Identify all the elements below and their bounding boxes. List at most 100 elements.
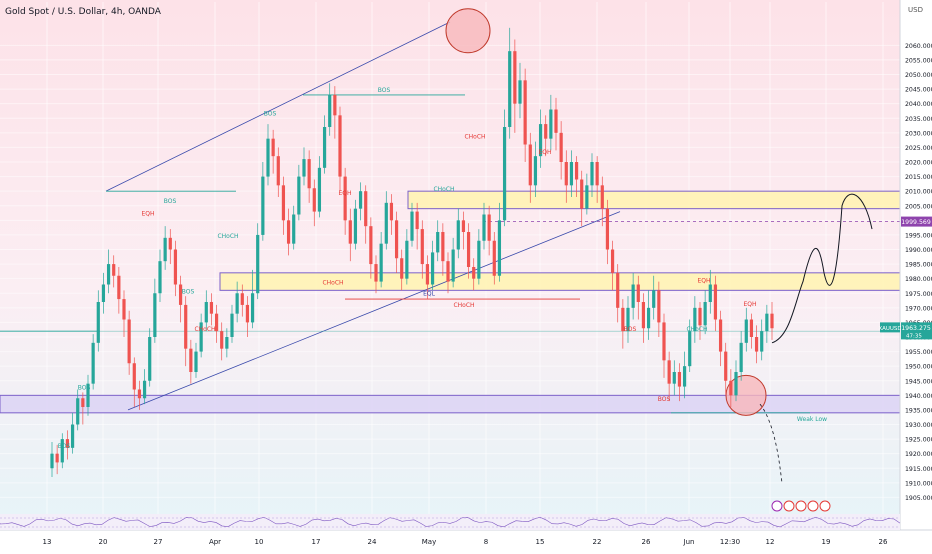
bos-label-top: BOS [378, 87, 391, 94]
candle-body [770, 313, 774, 329]
candle-body [137, 389, 142, 399]
candle-body [718, 319, 723, 352]
projected-path [771, 193, 873, 344]
candle-body [765, 313, 769, 332]
price-tick-label: 2035.000 [905, 116, 932, 123]
price-tick-label: 1930.000 [905, 422, 932, 429]
candle-body [446, 261, 450, 282]
candle-body [502, 127, 507, 221]
candle-body [86, 383, 90, 407]
bos-label-small: BOS [58, 443, 71, 450]
candle-body [749, 319, 754, 337]
candle-body [127, 319, 131, 364]
currency-label: USD [908, 6, 923, 14]
top-circle-marker [445, 8, 491, 54]
candle-body [405, 240, 409, 279]
price-tick-label: 1940.000 [905, 393, 932, 400]
candle-body [153, 293, 157, 337]
candle-body [266, 138, 270, 177]
candle-body [461, 220, 466, 232]
candle-body [492, 240, 496, 276]
candle-body [734, 372, 738, 396]
candle-body [646, 307, 651, 329]
candle-body [538, 124, 543, 157]
time-tick-label: Apr [209, 538, 221, 546]
candle-body [662, 322, 666, 361]
candle-body [96, 302, 100, 343]
candle-body [420, 229, 424, 265]
candle-body [549, 109, 553, 139]
candle-body [569, 162, 574, 186]
lightning-icon [771, 500, 783, 512]
price-tick-label: 1970.000 [905, 305, 932, 312]
level-badge: 1999.569 [901, 219, 931, 226]
price-tick-label: 1985.000 [905, 262, 932, 269]
candle-body [415, 211, 419, 230]
candle-body [672, 372, 676, 384]
candle-body [209, 302, 214, 314]
candle-body [256, 234, 260, 294]
candle-body [688, 331, 692, 367]
upper-supply-zone [407, 190, 901, 210]
choch-label-small: CHoCH [217, 233, 238, 240]
price-tick-label: 2010.000 [905, 189, 932, 196]
candle-body [610, 249, 615, 273]
candle-body [230, 313, 234, 337]
bos-label-red: BOS [624, 326, 637, 333]
time-axis[interactable]: 132027Apr101724May8152226Jun12:301219261… [0, 529, 932, 550]
candle-body [297, 176, 301, 215]
candle-body [374, 264, 378, 282]
candle-body [148, 337, 152, 381]
price-tick-label: 2020.000 [905, 160, 932, 167]
candle-body [261, 176, 265, 235]
time-tick-label: 27 [154, 538, 163, 546]
candle-body [641, 302, 646, 329]
candle-body [595, 162, 599, 186]
eql-label: EQL [423, 290, 436, 297]
price-axis[interactable]: 1905.000 1910.000 1915.000 1920.000 1925.000… [878, 0, 932, 550]
candle-body [698, 307, 702, 326]
time-tick-label: 22 [593, 538, 602, 546]
candle-body [163, 237, 167, 262]
last-price-badge-bg [901, 322, 932, 340]
candle-body [441, 232, 445, 262]
candle-body [616, 272, 620, 308]
candle-body [605, 208, 610, 250]
eqh-label: EQH [141, 210, 154, 217]
time-tick-label: 8 [484, 538, 488, 546]
candle-body [348, 220, 352, 244]
candle-body [55, 453, 59, 463]
candle-body [436, 232, 440, 253]
candle-body [744, 319, 748, 343]
candle-body [65, 439, 70, 448]
price-tick-label: 2015.000 [905, 174, 932, 181]
candle-body [508, 51, 512, 127]
candle-body [312, 188, 316, 212]
eqh-label-last: EQH [743, 301, 756, 308]
time-tick-label: 26 [879, 538, 888, 546]
candle-body [425, 264, 430, 285]
time-tick-label: 12 [766, 538, 775, 546]
candle-body [364, 191, 368, 227]
candle-body [394, 220, 399, 259]
eqh-label-jun: EQH [697, 278, 710, 285]
candle-body [214, 313, 219, 332]
candle-body [544, 124, 548, 139]
candle-body [81, 398, 85, 407]
candle-body [677, 372, 682, 387]
time-tick-label: May [422, 538, 436, 546]
eqh-label-mid: EQH [338, 190, 351, 197]
candle-body [199, 322, 203, 352]
candle-body [472, 267, 476, 279]
candle-body [466, 232, 471, 267]
price-tick-label: 1975.000 [905, 291, 932, 298]
candle-body [574, 162, 579, 180]
bos-label-red2: BOS [658, 396, 671, 403]
price-axis-background [900, 0, 932, 550]
candle-body [585, 185, 589, 209]
choch-label-small2: CHoCH [433, 186, 454, 193]
candle-body [410, 211, 414, 241]
price-tick-label: 1950.000 [905, 364, 932, 371]
